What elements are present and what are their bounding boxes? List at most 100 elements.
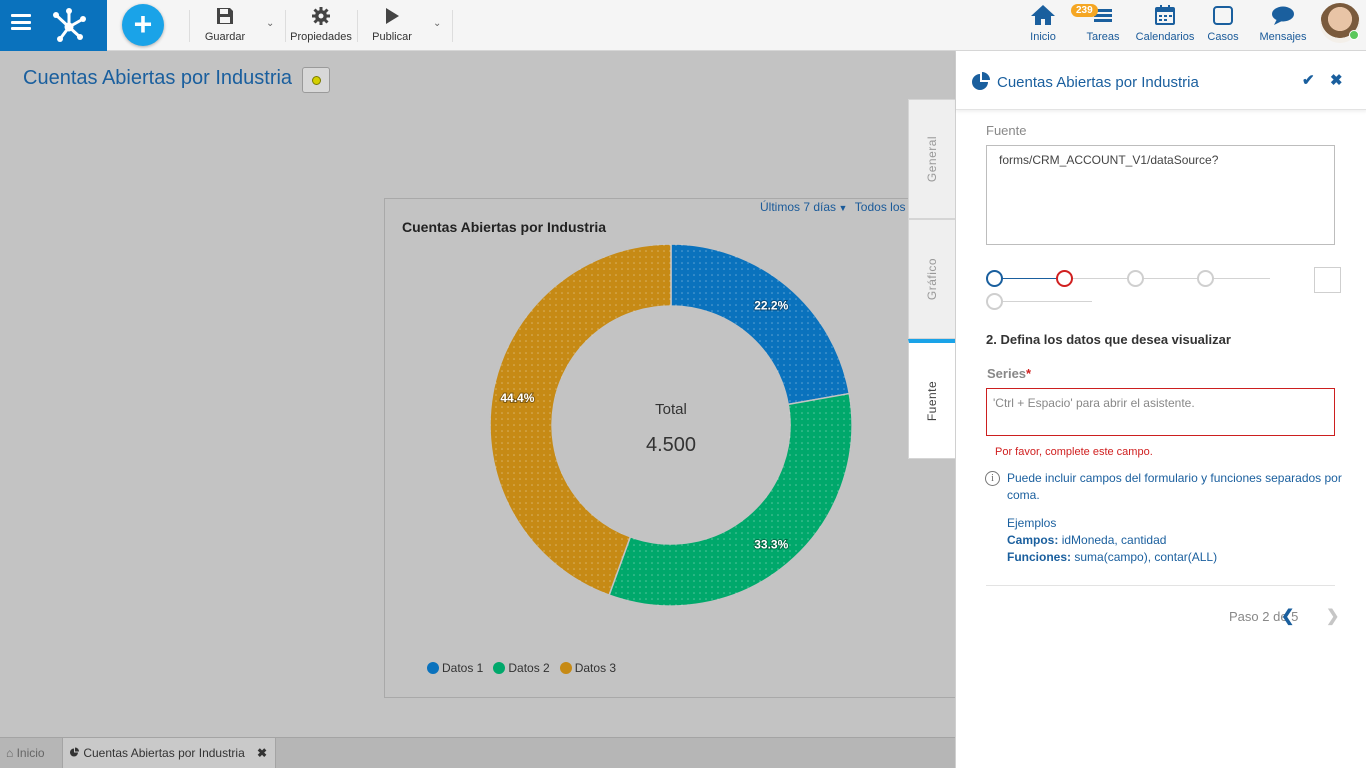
properties-panel: Cuentas Abiertas por Industria ✔ ✖ Fuent…	[955, 51, 1366, 768]
save-button[interactable]: Guardar	[203, 6, 247, 43]
brand-area	[0, 0, 107, 51]
publish-label: Publicar	[372, 31, 412, 43]
legend-label: Datos 3	[574, 661, 617, 675]
panel-title: Cuentas Abiertas por Industria	[997, 74, 1199, 91]
examples-title: Ejemplos	[1007, 516, 1057, 530]
save-label: Guardar	[204, 31, 246, 43]
slice-data-label: 22.2%	[754, 298, 788, 312]
fuente-textarea[interactable]: forms/CRM_ACCOUNT_V1/dataSource?	[986, 145, 1335, 245]
examples-functions: Funciones: suma(campo), contar(ALL)	[1007, 549, 1217, 566]
page-title: Cuentas Abiertas por Industria	[23, 67, 293, 89]
legend-item[interactable]: Datos 1	[427, 661, 483, 675]
chevron-down-icon[interactable]: ▼	[836, 203, 848, 213]
all-users-filter[interactable]: Todos los us	[854, 200, 922, 214]
slice-data-label: 33.3%	[754, 538, 788, 552]
fields-label: Campos:	[1007, 533, 1059, 547]
step-3[interactable]	[1127, 270, 1144, 287]
step-2[interactable]	[1056, 270, 1073, 287]
donut-slice-texture	[671, 244, 850, 405]
menu-icon[interactable]	[11, 14, 31, 30]
gear-icon	[312, 7, 330, 25]
tab-fuente[interactable]: Fuente	[908, 339, 955, 459]
home-icon	[1031, 5, 1055, 25]
series-error-message: Por favor, complete este campo.	[995, 446, 1153, 458]
divider	[986, 585, 1335, 586]
nav-cases-label: Casos	[1207, 31, 1239, 43]
chat-bubble-icon	[1272, 6, 1294, 25]
bottom-tab-bar: ⌂ Inicio Cuentas Abiertas por Industria …	[0, 737, 955, 768]
save-options-chevron-down-icon[interactable]: ⌄	[266, 18, 275, 29]
donut-chart: 22.2% 33.3% 44.4% Total 4.500	[489, 243, 853, 607]
properties-label: Propiedades	[290, 31, 352, 43]
toolbar-divider	[285, 10, 286, 42]
pie-chart-icon	[70, 747, 79, 757]
info-icon: i	[985, 471, 1000, 486]
legend-item[interactable]: Datos 3	[559, 661, 617, 675]
logo-icon[interactable]	[50, 5, 88, 45]
step-indicator: Paso 2 de 5	[1229, 609, 1299, 624]
tab-grafico[interactable]: Gráfico	[908, 219, 955, 339]
status-toggle-button[interactable]	[302, 67, 330, 93]
legend-label: Datos 1	[442, 661, 484, 675]
legend-color-dot	[427, 662, 439, 674]
step-heading: 2. Defina los datos que desea visualizar	[986, 332, 1231, 347]
period-dropdown[interactable]: Últimos 7 días	[760, 200, 837, 214]
wizard-steps	[986, 269, 1306, 310]
nav-messages[interactable]: Mensajes	[1258, 4, 1308, 43]
chart-legend: Datos 1 Datos 2 Datos 3	[427, 661, 626, 675]
functions-value: suma(campo), contar(ALL)	[1074, 550, 1218, 564]
confirm-check-icon[interactable]: ✔	[1302, 72, 1315, 89]
tab-fuente-label: Fuente	[925, 380, 939, 421]
step-1[interactable]	[986, 270, 1003, 287]
add-button[interactable]: +	[122, 4, 164, 46]
series-label-text: Series	[987, 366, 1027, 381]
legend-item[interactable]: Datos 2	[493, 661, 550, 675]
step-preview-box[interactable]	[1314, 267, 1341, 293]
close-icon[interactable]: ✖	[1330, 72, 1343, 89]
tasks-badge: 239	[1071, 4, 1098, 17]
play-icon	[386, 8, 399, 24]
nav-home[interactable]: Inicio	[1027, 4, 1059, 43]
status-dot-icon	[312, 76, 321, 85]
fuente-label: Fuente	[986, 123, 1027, 138]
save-icon	[217, 8, 233, 24]
step-5[interactable]	[986, 293, 1003, 310]
tab-general[interactable]: General	[908, 99, 955, 219]
series-label: Series*	[987, 366, 1031, 381]
bottom-tab-home-label: Inicio	[16, 746, 45, 760]
bottom-tab-home[interactable]: ⌂ Inicio	[0, 738, 58, 768]
bottom-tab-active-label: Cuentas Abiertas por Industria	[83, 746, 245, 760]
tab-grafico-label: Gráfico	[925, 257, 939, 301]
nav-messages-label: Mensajes	[1259, 31, 1307, 43]
tasks-icon	[1094, 9, 1112, 22]
close-tab-icon[interactable]: ✖	[256, 746, 267, 760]
legend-color-dot	[493, 662, 506, 674]
online-status-dot	[1349, 30, 1359, 40]
publish-button[interactable]: Publicar	[370, 6, 414, 43]
legend-color-dot	[559, 662, 572, 674]
calendar-icon	[1155, 5, 1175, 25]
next-step-chevron-right-icon[interactable]: ❯	[1326, 608, 1340, 625]
step-4[interactable]	[1197, 270, 1214, 287]
step-line	[994, 301, 1092, 302]
publish-options-chevron-down-icon[interactable]: ⌄	[433, 18, 442, 29]
toolbar-divider	[357, 10, 358, 42]
nav-calendars[interactable]: Calendarios	[1134, 4, 1196, 43]
legend-label: Datos 2	[508, 661, 550, 675]
fields-value: idMoneda, cantidad	[1061, 533, 1167, 547]
nav-tasks-label: Tareas	[1086, 31, 1120, 43]
nav-home-label: Inicio	[1030, 31, 1056, 43]
donut-center-value: 4.500	[646, 434, 696, 456]
functions-label: Funciones:	[1007, 550, 1072, 564]
toolbar-divider	[189, 10, 190, 42]
nav-cases[interactable]: Casos	[1206, 4, 1240, 43]
previous-step-chevron-left-icon[interactable]: ❮	[1281, 608, 1295, 625]
tab-general-label: General	[925, 135, 939, 183]
donut-center-label: Total	[655, 401, 687, 418]
nav-tasks[interactable]: Tareas	[1083, 4, 1123, 43]
step-progress-line	[994, 278, 1064, 279]
period-filter: Últimos 7 días ▼ Todos los us	[760, 200, 922, 214]
series-textarea[interactable]: 'Ctrl + Espacio' para abrir el asistente…	[986, 388, 1335, 436]
properties-button[interactable]: Propiedades	[289, 6, 353, 43]
bottom-tab-active[interactable]: Cuentas Abiertas por Industria ✖	[62, 738, 276, 768]
